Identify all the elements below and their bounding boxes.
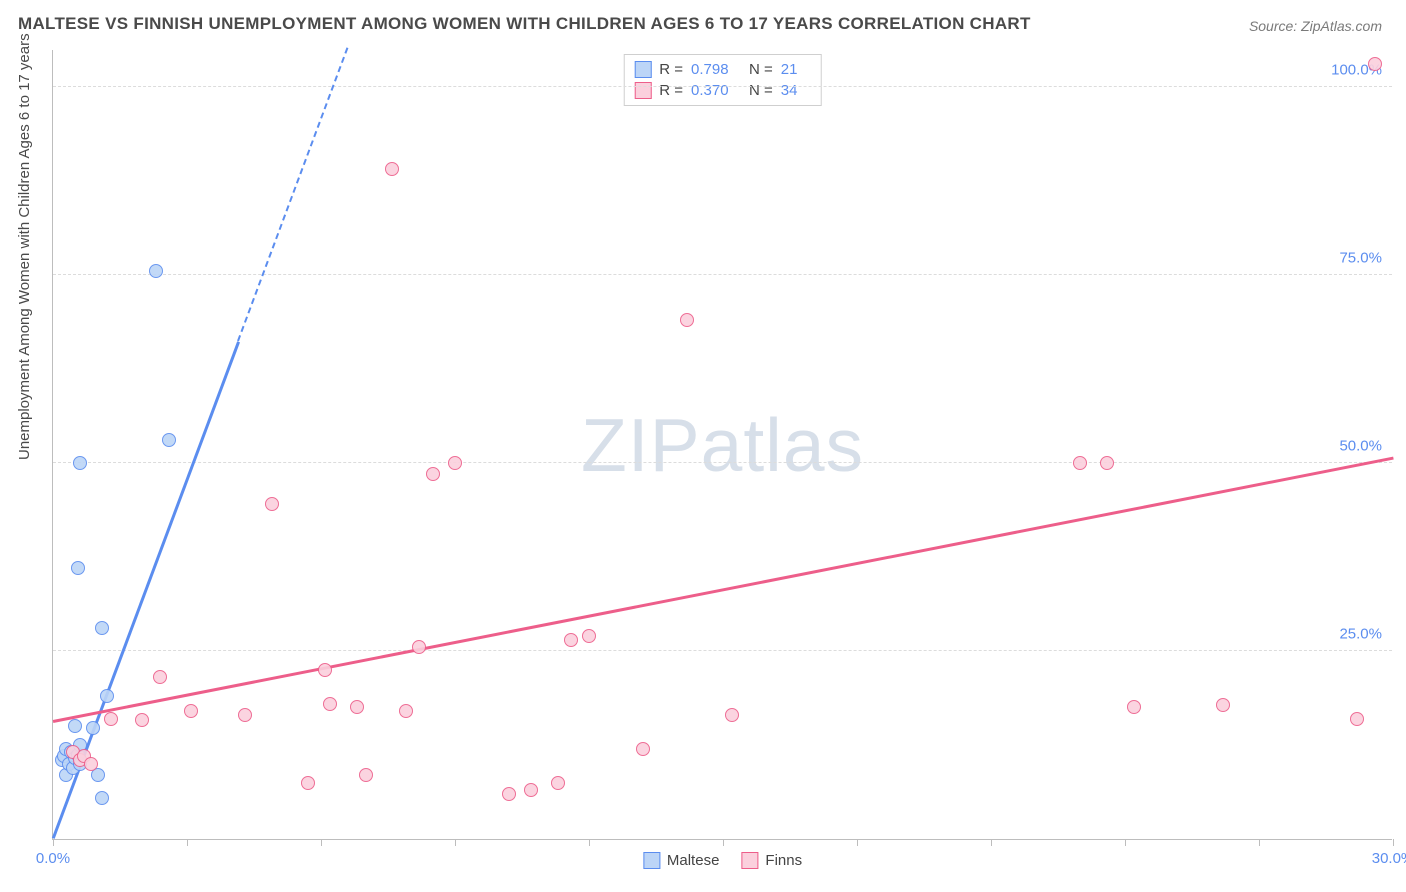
gridline — [53, 650, 1392, 651]
data-point — [1127, 700, 1141, 714]
y-tick-label: 25.0% — [1339, 625, 1382, 642]
data-point — [95, 791, 109, 805]
legend-n-value: 21 — [781, 61, 811, 78]
data-point — [104, 712, 118, 726]
x-tick-label: 30.0% — [1372, 850, 1406, 867]
data-point — [680, 313, 694, 327]
series-legend: Maltese Finns — [643, 852, 802, 869]
source-attribution: Source: ZipAtlas.com — [1249, 18, 1382, 34]
x-tick — [321, 839, 322, 846]
legend-n-label: N = — [749, 82, 773, 99]
data-point — [135, 713, 149, 727]
x-tick — [1125, 839, 1126, 846]
data-point — [350, 700, 364, 714]
data-point — [318, 663, 332, 677]
x-tick — [455, 839, 456, 846]
data-point — [564, 633, 578, 647]
data-point — [149, 264, 163, 278]
data-point — [1350, 712, 1364, 726]
x-tick — [723, 839, 724, 846]
gridline — [53, 86, 1392, 87]
data-point — [301, 776, 315, 790]
data-point — [385, 162, 399, 176]
legend-n-label: N = — [749, 61, 773, 78]
data-point — [238, 708, 252, 722]
x-tick — [1393, 839, 1394, 846]
regression-line — [53, 457, 1393, 723]
y-tick-label: 75.0% — [1339, 249, 1382, 266]
data-point — [73, 456, 87, 470]
y-axis-label: Unemployment Among Women with Children A… — [16, 33, 33, 460]
legend-r-value: 0.798 — [691, 61, 741, 78]
data-point — [502, 787, 516, 801]
legend-row: R = 0.370 N = 34 — [634, 80, 811, 101]
legend-series-name: Maltese — [667, 852, 720, 869]
scatter-plot-area: ZIPatlas R =0.798N =21R =0.370N =34 Malt… — [52, 50, 1392, 840]
legend-row: R = 0.798 N = 21 — [634, 59, 811, 80]
legend-r-label: R = — [659, 61, 683, 78]
regression-line-dashed — [237, 48, 348, 342]
x-tick-label: 0.0% — [36, 850, 70, 867]
legend-n-value: 34 — [781, 82, 811, 99]
chart-title: MALTESE VS FINNISH UNEMPLOYMENT AMONG WO… — [18, 14, 1031, 34]
gridline — [53, 274, 1392, 275]
data-point — [68, 719, 82, 733]
data-point — [71, 561, 85, 575]
legend-item: Finns — [741, 852, 802, 869]
legend-swatch — [643, 852, 660, 869]
legend-series-name: Finns — [765, 852, 802, 869]
data-point — [448, 456, 462, 470]
data-point — [162, 433, 176, 447]
legend-swatch — [634, 82, 651, 99]
x-tick — [1259, 839, 1260, 846]
data-point — [1216, 698, 1230, 712]
data-point — [153, 670, 167, 684]
data-point — [359, 768, 373, 782]
data-point — [524, 783, 538, 797]
y-tick-label: 50.0% — [1339, 437, 1382, 454]
watermark-text: ZIPatlas — [581, 402, 864, 488]
data-point — [323, 697, 337, 711]
data-point — [426, 467, 440, 481]
legend-r-value: 0.370 — [691, 82, 741, 99]
legend-swatch — [741, 852, 758, 869]
x-tick — [991, 839, 992, 846]
x-tick — [53, 839, 54, 846]
data-point — [399, 704, 413, 718]
data-point — [265, 497, 279, 511]
data-point — [86, 721, 100, 735]
data-point — [1100, 456, 1114, 470]
correlation-legend: R = 0.798 N = 21 R = 0.370 N = 34 — [623, 54, 822, 106]
legend-r-label: R = — [659, 82, 683, 99]
data-point — [95, 621, 109, 635]
data-point — [100, 689, 114, 703]
legend-swatch — [634, 61, 651, 78]
legend-item: Maltese — [643, 852, 720, 869]
data-point — [582, 629, 596, 643]
data-point — [412, 640, 426, 654]
data-point — [551, 776, 565, 790]
data-point — [84, 757, 98, 771]
data-point — [636, 742, 650, 756]
x-tick — [857, 839, 858, 846]
x-tick — [187, 839, 188, 846]
data-point — [184, 704, 198, 718]
x-tick — [589, 839, 590, 846]
data-point — [725, 708, 739, 722]
data-point — [1368, 57, 1382, 71]
gridline — [53, 462, 1392, 463]
data-point — [1073, 456, 1087, 470]
